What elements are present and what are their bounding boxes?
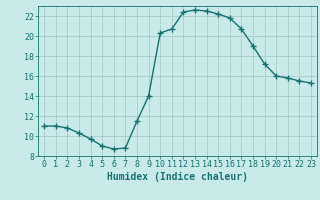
X-axis label: Humidex (Indice chaleur): Humidex (Indice chaleur) [107,172,248,182]
